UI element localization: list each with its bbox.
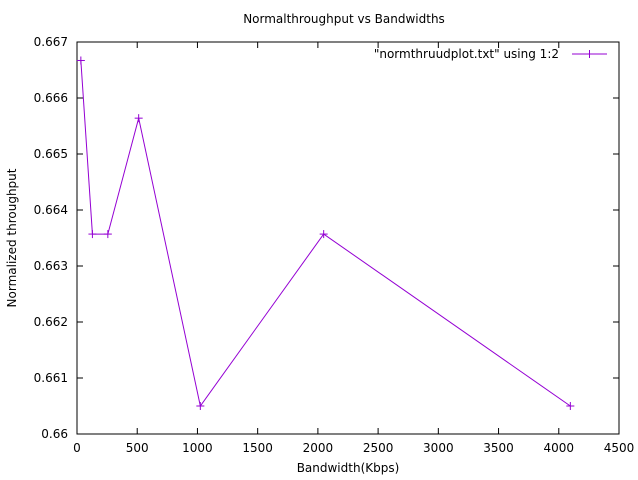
data-point-marker [319, 230, 328, 239]
series-group [76, 56, 575, 410]
x-tick-label: 1500 [242, 441, 273, 455]
y-axis-label: Normalized throughput [5, 168, 19, 307]
x-tick-label: 3500 [483, 441, 514, 455]
data-point-marker [566, 402, 575, 410]
data-point-marker [196, 402, 205, 410]
y-tick-label: 0.664 [34, 203, 68, 217]
y-tick-label: 0.662 [34, 315, 68, 329]
series-line [80, 60, 571, 408]
y-tick-label: 0.661 [34, 371, 68, 385]
x-axis-label: Bandwidth(Kbps) [297, 461, 400, 475]
data-point-marker [76, 56, 85, 65]
x-tick-label: 2000 [303, 441, 334, 455]
x-tick-label: 4500 [604, 441, 635, 455]
y-tick-label: 0.665 [34, 147, 68, 161]
legend-marker [585, 50, 594, 58]
x-tick-label: 2500 [363, 441, 394, 455]
data-point-marker [88, 230, 97, 239]
y-tick-label: 0.666 [34, 91, 68, 105]
x-tick-label: 4000 [544, 441, 575, 455]
y-tick-label: 0.66 [41, 427, 68, 441]
y-axis: 0.66 0.661 0.662 0.663 0.664 0.665 0.666 0.667 [34, 35, 619, 441]
legend: "normthruudplot.txt" using 1:2 [374, 47, 607, 61]
x-axis: 0 500 1000 1500 2000 2500 3000 3500 4000 4500 [73, 42, 634, 455]
data-point-marker [103, 230, 112, 239]
x-tick-label: 1000 [182, 441, 213, 455]
plot-frame [76, 41, 620, 435]
y-tick-label: 0.663 [34, 259, 68, 273]
legend-entry-label: "normthruudplot.txt" using 1:2 [374, 47, 559, 61]
chart-title: Normalthroughput vs Bandwidths [243, 12, 445, 26]
x-tick-label: 0 [73, 441, 81, 455]
x-tick-label: 3000 [423, 441, 454, 455]
data-point-marker [134, 114, 143, 123]
y-tick-label: 0.667 [34, 35, 68, 49]
x-tick-label: 500 [126, 441, 149, 455]
